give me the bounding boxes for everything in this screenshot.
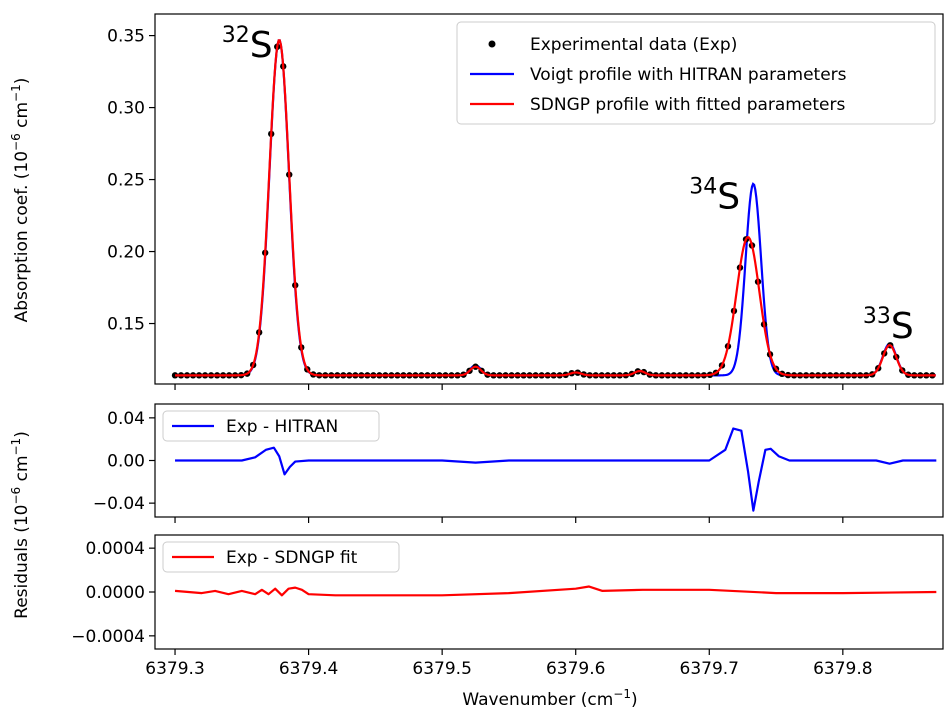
legend-marker	[488, 40, 496, 48]
residual-legend: Exp - HITRAN	[162, 410, 380, 442]
y-tick-label: 0.15	[107, 315, 145, 335]
residual-line	[175, 427, 937, 512]
residual-sdngp-panel: −0.0004 0.0000 0.0004 6379.3 6379.4 6379.5 637…	[71, 534, 944, 679]
residual-legend: Exp - SDNGP fit	[162, 541, 400, 573]
legend-box	[162, 541, 400, 573]
legend-box	[162, 410, 380, 442]
y-tick-label: 0.0000	[86, 583, 145, 603]
legend-box	[456, 21, 936, 125]
x-tick-label: 6379.8	[813, 659, 872, 679]
legend-label: Exp - SDNGP fit	[226, 548, 358, 568]
y-tick-label: −0.04	[93, 494, 145, 514]
absorption-panel: 0.15 0.20 0.25 0.30 0.35 32S 34S 33S Experimenta…	[107, 13, 944, 390]
y-tick-label: 0.25	[107, 171, 145, 191]
x-tick-label: 6379.6	[546, 659, 605, 679]
y-tick-label: 0.30	[107, 99, 145, 119]
legend-label: Exp - HITRAN	[226, 417, 338, 437]
main-legend: Experimental data (Exp) Voigt profile wit…	[456, 21, 936, 125]
isotope-label: 33S	[863, 304, 914, 347]
isotope-label: 34S	[689, 174, 740, 217]
x-tick-label: 6379.4	[279, 659, 338, 679]
y-tick-label: 0.20	[107, 243, 145, 263]
absorption-y-axis-label: Absorption coef. (10−6 cm−1)	[9, 78, 32, 323]
x-tick-label: 6379.3	[145, 659, 204, 679]
x-axis-label: Wavenumber (cm−1)	[462, 687, 637, 710]
residual-line	[174, 585, 937, 597]
residual-hitran-panel: −0.04 0.00 0.04 Exp - HITRAN	[93, 403, 944, 523]
y-tick-label: 0.04	[107, 409, 145, 429]
x-tick-label: 6379.5	[412, 659, 471, 679]
y-tick-label: 0.0004	[86, 539, 145, 559]
legend-label: SDNGP profile with fitted parameters	[530, 95, 845, 115]
y-tick-label: −0.0004	[71, 627, 145, 647]
legend-label: Voigt profile with HITRAN parameters	[530, 65, 847, 85]
isotope-label: 32S	[222, 23, 273, 66]
y-tick-label: 0.00	[107, 452, 145, 472]
axes-frame	[154, 13, 944, 385]
curves-group	[171, 39, 936, 379]
x-tick-label: 6379.7	[680, 659, 739, 679]
y-tick-label: 0.35	[107, 27, 145, 47]
sdngp-fit-line	[175, 39, 936, 377]
residuals-y-axis-label: Residuals (10−6 cm−1)	[9, 431, 32, 619]
legend-label: Experimental data (Exp)	[530, 35, 737, 55]
